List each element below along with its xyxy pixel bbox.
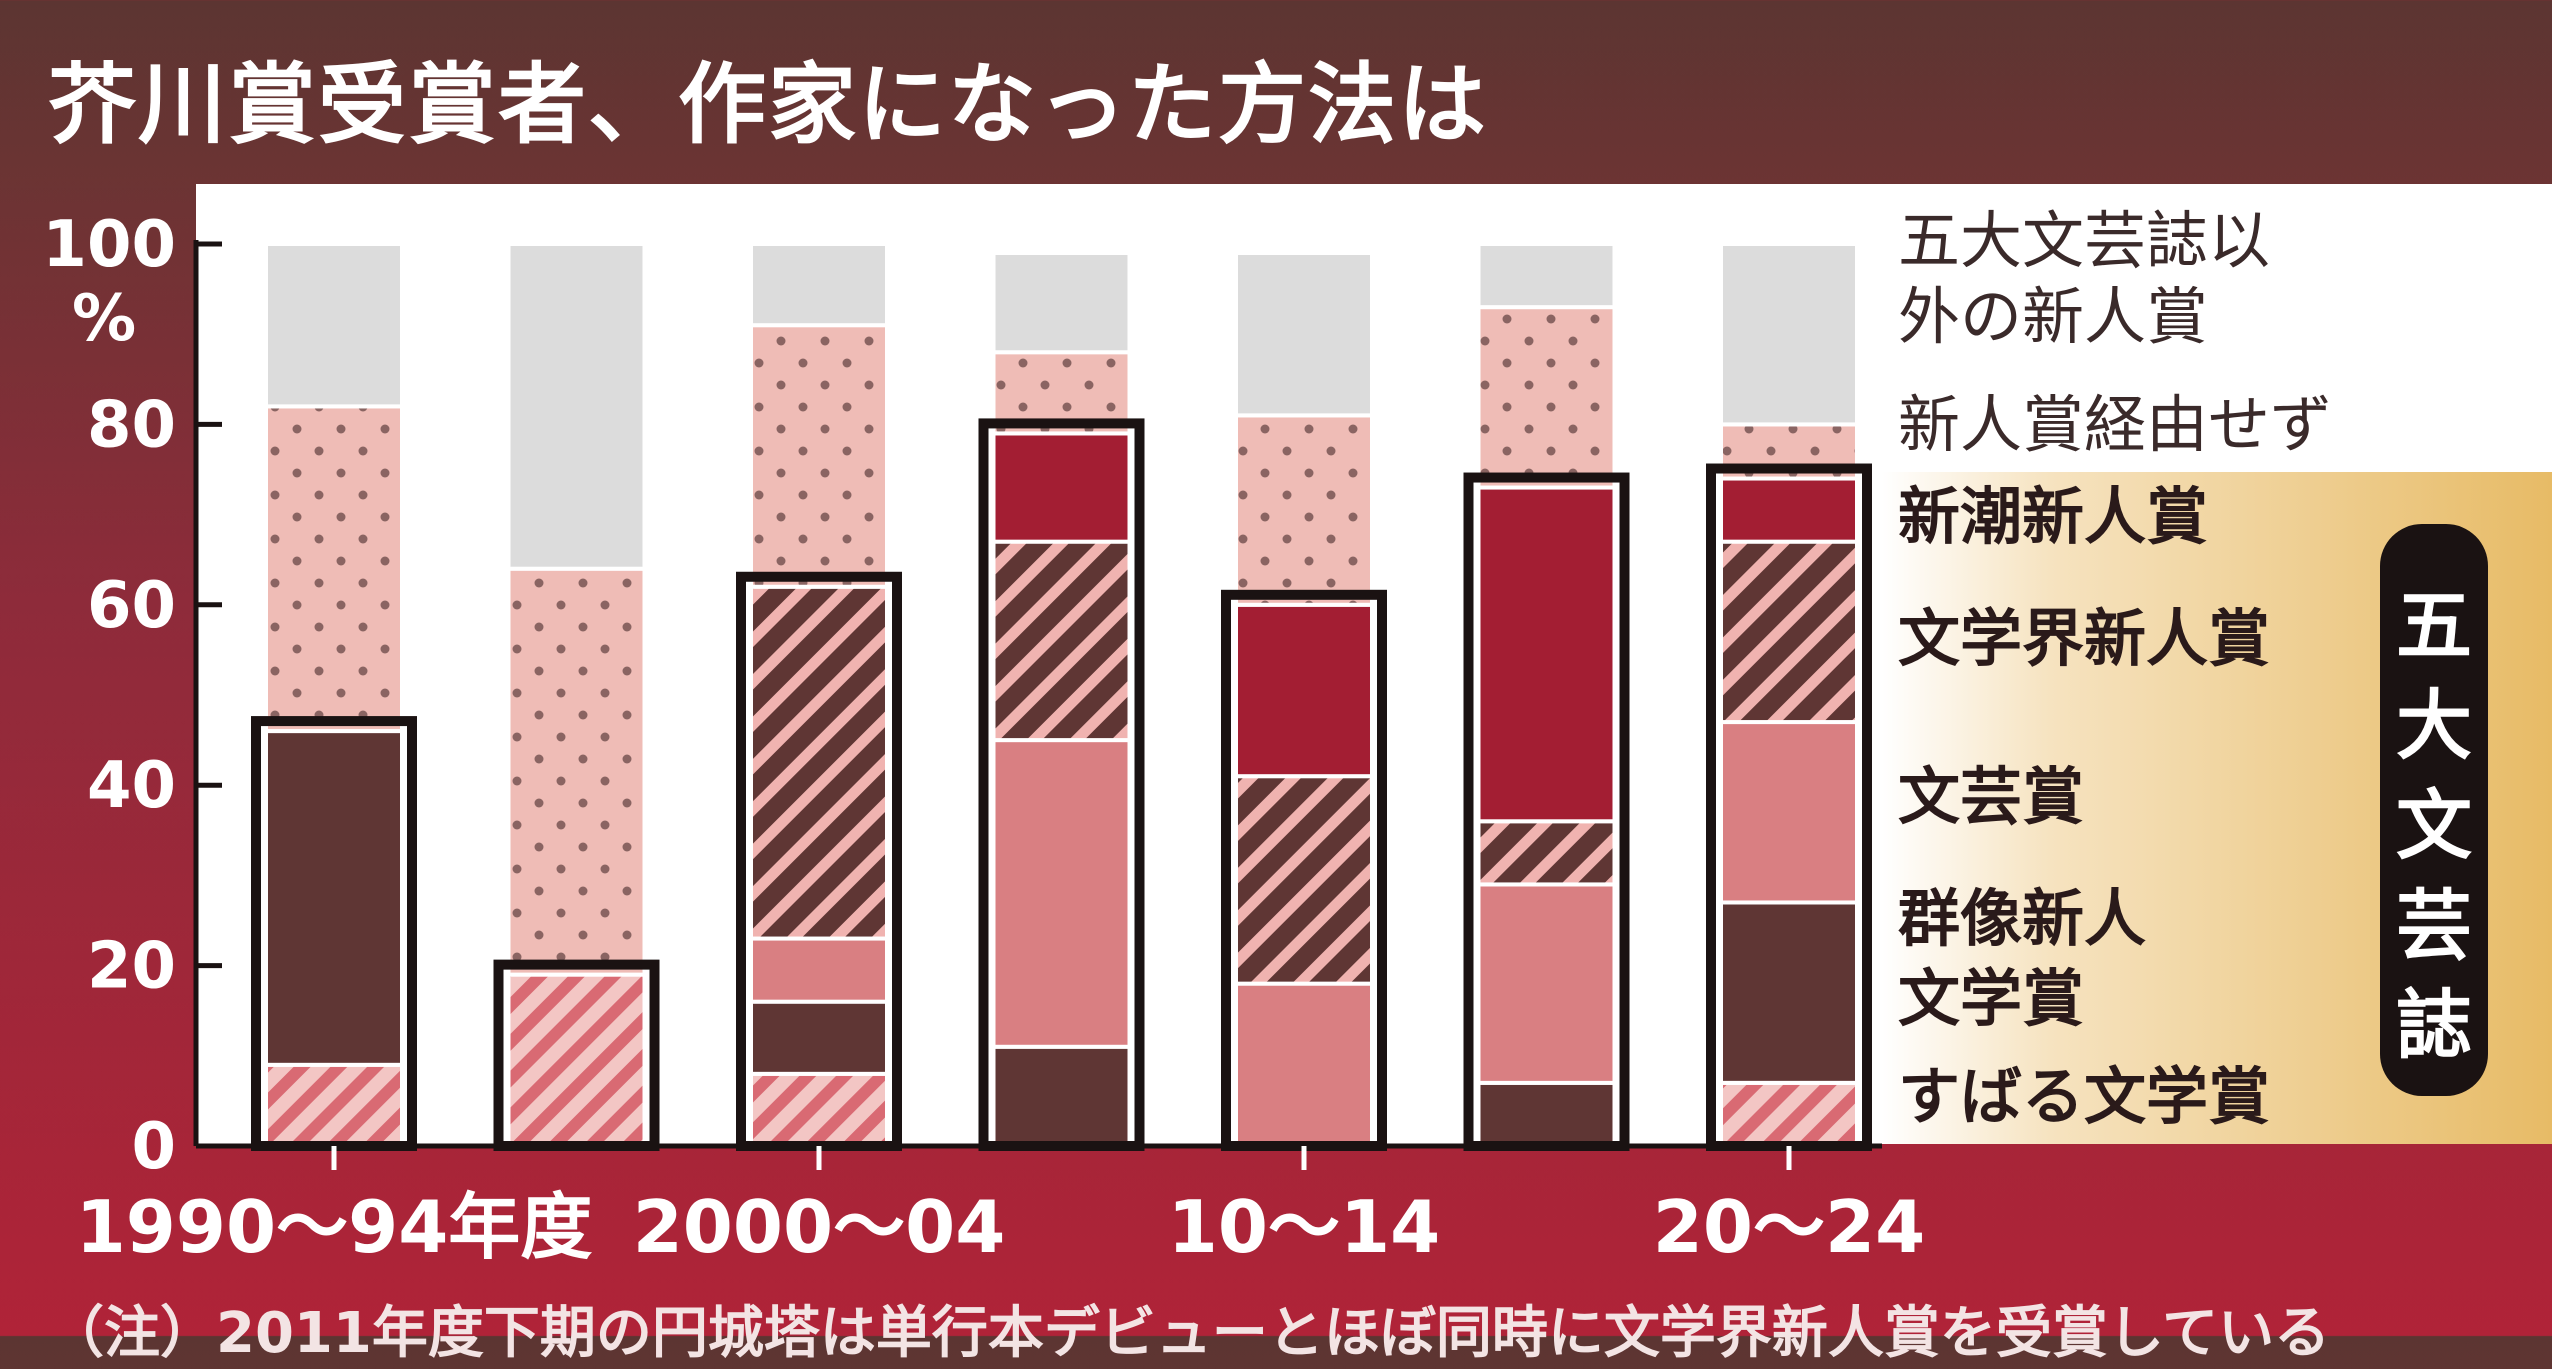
legend: 五大文芸誌以 外の新人賞 新人賞経由せず 新潮新人賞 文学界新人賞 文芸賞 群像… xyxy=(1898,204,2332,1133)
bar-stack xyxy=(1706,242,1872,1151)
x-tick-label: 20〜24 xyxy=(1653,1185,1925,1269)
x-tick-label: 10〜14 xyxy=(1168,1185,1440,1269)
bar-stack xyxy=(978,251,1145,1152)
bar-segment xyxy=(264,404,404,734)
bar-segment xyxy=(991,431,1132,544)
bar-segment xyxy=(991,738,1132,1049)
x-tick-label: 2000〜04 xyxy=(633,1185,1006,1269)
y-tick-label: 20 xyxy=(87,930,176,1004)
y-axis-unit: % xyxy=(72,282,136,356)
bar-segment xyxy=(506,972,647,1148)
bar-segment xyxy=(749,242,889,328)
group-bracket-char: 誌 xyxy=(2396,981,2472,1070)
y-tick-label: 100 xyxy=(42,208,176,282)
bar-segment xyxy=(1234,413,1374,607)
bar-segment xyxy=(1234,981,1374,1149)
y-tick-label: 60 xyxy=(87,569,176,643)
group-bracket-box xyxy=(2380,524,2488,1096)
bar-segment xyxy=(1234,251,1374,418)
bar-segment xyxy=(991,1044,1132,1149)
bar-segment xyxy=(749,936,889,1004)
bar-segment xyxy=(1719,242,1859,427)
group-bracket-char: 大 xyxy=(2396,681,2472,770)
bar-segment xyxy=(264,242,404,409)
legend-label-shincho: 新潮新人賞 xyxy=(1898,480,2208,553)
bar-segment xyxy=(1719,720,1859,905)
group-bracket-char: 芸 xyxy=(2396,881,2472,970)
bar-segment xyxy=(506,242,647,571)
group-bracket-label: 五大文芸誌 xyxy=(2396,581,2472,1070)
legend-label-gunzo: 群像新人文学賞 xyxy=(1898,882,2146,1035)
bar-segment xyxy=(1476,485,1617,824)
bar-segment xyxy=(1234,602,1374,779)
bar-segment xyxy=(749,999,889,1076)
group-bracket-char: 文 xyxy=(2396,781,2472,870)
bar-stack xyxy=(251,242,417,1152)
bar-segment xyxy=(991,539,1132,743)
y-tick-label: 40 xyxy=(87,749,176,823)
footnote: （注）2011年度下期の円城塔は単行本デビューとほぼ同時に文学界新人賞を受賞して… xyxy=(48,1301,2331,1366)
group-outline xyxy=(978,418,1145,1152)
bar-stack xyxy=(1463,242,1630,1152)
y-tick-label: 80 xyxy=(87,388,176,462)
legend-label-subaru: すばる文学賞 xyxy=(1898,1060,2270,1133)
chart-title: 芥川賞受賞者、作家になった方法は xyxy=(48,53,1489,156)
bar-segment xyxy=(1476,819,1617,887)
legend-label-bungakukai: 文学界新人賞 xyxy=(1898,602,2270,675)
bar-segment xyxy=(264,1062,404,1148)
bar-segment xyxy=(749,584,889,941)
bar-segment xyxy=(1234,774,1374,986)
bar-segment xyxy=(1719,1080,1859,1148)
bar-stack xyxy=(1221,251,1387,1151)
legend-label-gunzo-line1: 群像新人 xyxy=(1898,882,2146,955)
group-bracket: 五大文芸誌 xyxy=(2380,524,2488,1096)
bar-segment xyxy=(1719,900,1859,1085)
bar-segment xyxy=(1476,305,1617,490)
legend-label-other-award-text: 五大文芸誌以 xyxy=(1898,204,2270,277)
group-outline xyxy=(493,959,660,1151)
legend-label-gunzo-line2: 文学賞 xyxy=(1898,962,2084,1035)
bar-segment xyxy=(991,251,1132,355)
group-bracket-char: 五 xyxy=(2396,581,2472,670)
bar-segment xyxy=(1719,476,1859,544)
bar-segment xyxy=(1476,242,1617,310)
bars xyxy=(251,242,1872,1152)
x-tick-label: 1990〜94年度 xyxy=(76,1185,593,1269)
bar-stack xyxy=(493,242,660,1151)
group-outline xyxy=(1463,472,1630,1152)
bar-segment xyxy=(1476,1080,1617,1148)
bar-segment xyxy=(1719,539,1859,725)
bar-segment xyxy=(506,566,647,977)
bar-segment xyxy=(749,1071,889,1148)
bar-segment xyxy=(264,729,404,1067)
legend-label-no-award: 新人賞経由せず xyxy=(1898,388,2332,461)
legend-label-other-award: 五大文芸誌以 外の新人賞 xyxy=(1898,204,2290,353)
bar-segment xyxy=(749,323,889,589)
legend-label-other-award-text-line2: 外の新人賞 xyxy=(1898,280,2208,353)
legend-label-bungei: 文芸賞 xyxy=(1898,760,2084,833)
y-tick-label: 0 xyxy=(131,1110,176,1184)
bar-stack xyxy=(736,242,902,1151)
bar-segment xyxy=(1476,882,1617,1085)
